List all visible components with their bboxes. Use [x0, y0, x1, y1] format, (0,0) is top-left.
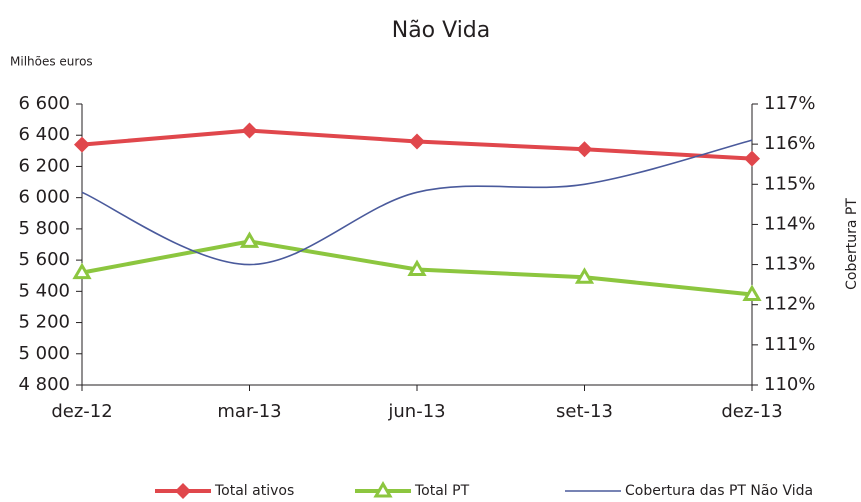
x-tick-label: set-13	[556, 401, 613, 422]
chart-title: Não Vida	[392, 18, 491, 43]
y-tick-label: 5 400	[18, 280, 70, 301]
y-tick-label: 6 600	[18, 93, 70, 114]
data-point	[742, 284, 762, 301]
y2-tick-label: 116%	[764, 133, 815, 154]
y2-tick-label: 110%	[764, 374, 815, 395]
y-tick-label: 5 800	[18, 218, 70, 239]
data-point	[574, 267, 595, 284]
y2-tick-label: 111%	[764, 334, 815, 355]
data-point	[407, 259, 427, 276]
legend-marker	[373, 481, 393, 498]
y2-tick-label: 113%	[764, 254, 815, 275]
legend-label: Total ativos	[214, 483, 294, 499]
series-line	[81, 139, 753, 266]
data-point	[72, 262, 92, 280]
y-tick-label: 6 400	[18, 124, 70, 145]
data-point	[74, 136, 90, 153]
y-axis-label: Milhões euros	[10, 55, 93, 69]
legend-label: Cobertura das PT Não Vida	[625, 483, 813, 499]
data-point	[576, 141, 593, 158]
data-point	[744, 150, 760, 167]
y2-tick-label: 114%	[764, 213, 815, 234]
y-tick-label: 4 800	[18, 374, 70, 395]
y2-tick-label: 112%	[764, 294, 815, 315]
x-tick-label: dez-13	[721, 401, 782, 422]
x-tick-label: dez-12	[51, 401, 112, 422]
x-tick-label: jun-13	[387, 401, 445, 422]
y2-tick-label: 115%	[764, 173, 815, 194]
y2-tick-label: 117%	[764, 93, 815, 114]
y-tick-label: 5 000	[18, 343, 70, 364]
x-tick-label: mar-13	[217, 401, 281, 422]
y2-axis-label: Cobertura PT	[844, 198, 860, 290]
data-point	[239, 231, 260, 248]
y-tick-label: 5 600	[18, 249, 70, 270]
data-point	[241, 122, 258, 139]
legend-marker	[175, 483, 191, 499]
y-tick-label: 6 200	[18, 155, 70, 176]
data-point	[409, 133, 425, 150]
y-tick-label: 5 200	[18, 312, 70, 333]
legend-label: Total PT	[414, 483, 470, 499]
y-tick-label: 6 000	[18, 187, 70, 208]
